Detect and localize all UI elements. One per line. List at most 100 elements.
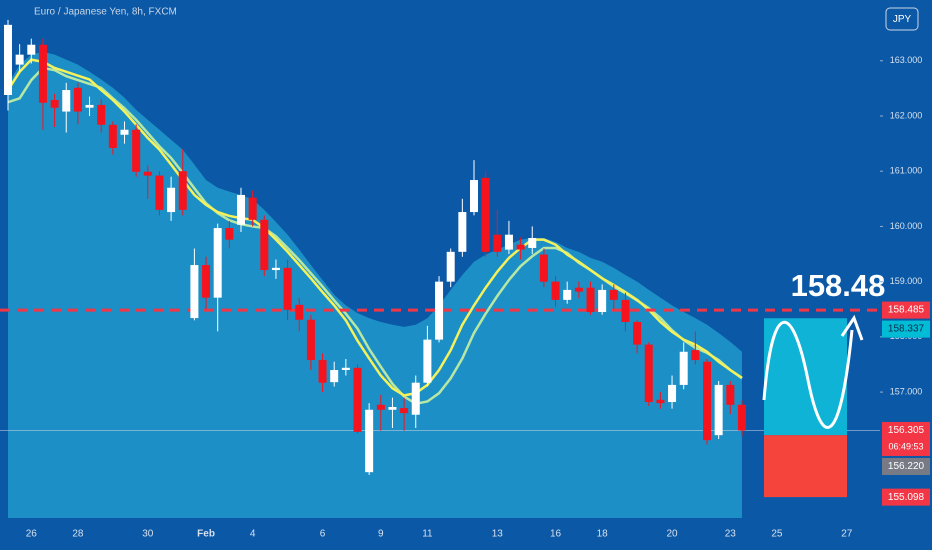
countdown: 06:49:53 [888,441,923,451]
band-area [8,51,742,518]
candle-body [260,219,269,271]
currency[interactable]: JPY [893,14,912,25]
candle-body [108,124,117,148]
candle-body [27,44,36,55]
x-tick-label: 16 [550,529,562,540]
x-tick-label: 23 [725,529,737,540]
projection-stop [764,435,847,498]
x-tick-label: Feb [197,529,215,540]
candle-body [143,171,152,176]
x-tick-label: 27 [841,529,853,540]
candle-body [4,24,12,95]
candle-body [609,289,618,300]
price-label-box [882,320,930,338]
price-label-box [882,488,930,506]
x-tick-label: 30 [142,529,154,540]
candle-body [539,254,548,282]
price-label: 156.220 [888,461,925,472]
x-tick-label: 9 [378,529,384,540]
x-tick-label: 18 [597,529,609,540]
candle-body [388,407,397,410]
candle-body [237,194,245,225]
price-label-box [882,421,930,456]
y-tick-label: 159.000 [890,276,923,286]
candle-body [330,370,339,383]
candle-body [132,129,141,172]
x-tick-label: 13 [492,529,504,540]
candle-body [493,234,502,252]
x-tick-label: 6 [320,529,326,540]
candle-body [271,267,280,271]
plot-area [0,19,880,518]
price-label: 155.098 [888,492,925,503]
candle-body [202,265,211,298]
candle-body [470,180,478,213]
candle-body [225,228,234,240]
candle-body [15,54,24,65]
candle-body [190,265,199,319]
candle-body [621,299,630,322]
price-label-box [882,301,930,319]
candle-body [97,104,106,125]
price-label: 158.337 [888,324,925,335]
candle-body [516,244,525,250]
candle-body [703,361,711,441]
candle-body [50,99,59,108]
candle-body [528,238,537,248]
candle-body [691,350,700,361]
candle-body [679,351,688,385]
chart-title: Euro / Japanese Yen, 8h, FXCM [34,7,177,18]
x-tick-label: 11 [422,529,433,540]
candle-body [85,104,94,108]
projection-target [764,318,847,436]
candle-body [376,404,385,410]
candle-body [458,212,467,252]
x-tick-label: 26 [26,529,38,540]
candle-body [504,234,513,250]
candle-body [318,360,327,383]
candle-body [656,399,665,404]
candle-body [574,287,583,292]
candle-body [120,129,129,135]
candle-body [598,289,607,313]
candle-body [737,404,746,431]
candle-body [306,319,315,361]
candle-body [365,409,374,473]
candle-body [435,281,444,340]
x-tick-label: 20 [666,529,678,540]
candle-body [73,87,82,112]
projection-curve [762,320,854,429]
candle-body [295,304,304,320]
x-tick-label: 28 [72,529,84,540]
y-tick-label: 157.000 [890,386,923,396]
candle-body [178,171,187,210]
candle-body [551,281,560,300]
candle-body [481,177,490,252]
projection-arrow [840,314,864,341]
candle-body [714,384,723,436]
candle-body [38,44,47,103]
candle-body [155,175,164,210]
candle-body [353,367,362,432]
x-tick-label: 4 [250,529,256,540]
y-tick-label: 163.000 [890,55,923,65]
candle-body [563,289,572,300]
candle-body [446,251,455,282]
candle-body [283,267,292,310]
price-label: 158.485 [888,305,925,316]
candle-body [644,344,653,403]
currency-button[interactable] [885,7,919,31]
candle-body [167,187,176,213]
y-tick-label: 162.000 [890,110,923,120]
candle-body [400,408,409,414]
candle-body [668,384,677,403]
y-tick-label: 160.000 [890,221,923,231]
annotation: 158.48 [791,268,886,303]
y-tick-label: 161.000 [890,166,923,176]
price-label-box [882,457,930,475]
candle-body [633,321,642,345]
candle-body [213,228,222,298]
candle-body [248,197,257,220]
candle-body [341,367,350,370]
